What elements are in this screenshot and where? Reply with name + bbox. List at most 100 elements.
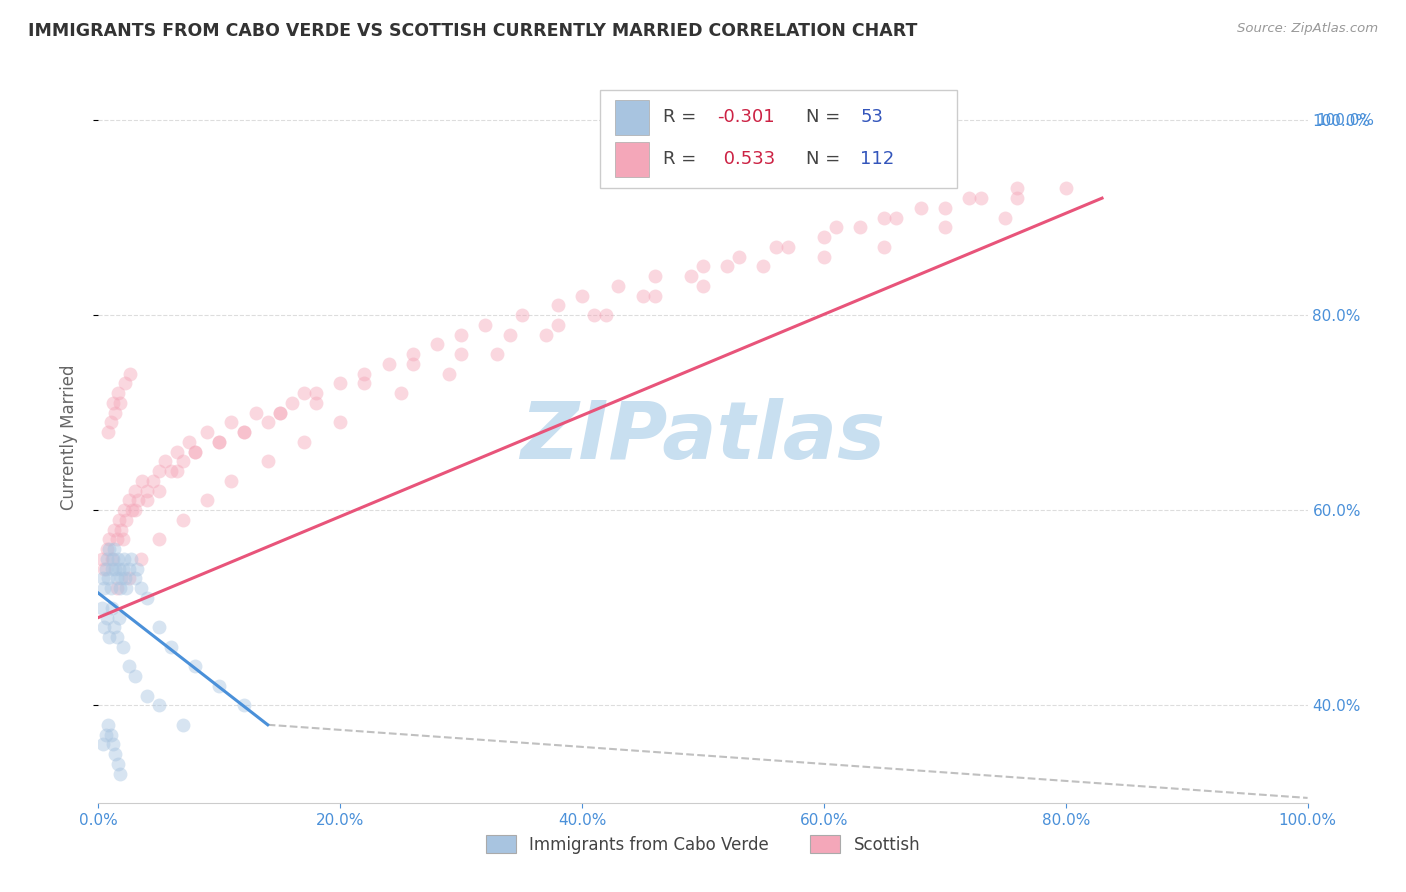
Point [97, 425, 120, 440]
Point [245, 406, 267, 420]
Point [142, 474, 165, 488]
Point [91, 552, 114, 566]
Point [108, 562, 131, 576]
Point [534, 327, 557, 342]
Point [886, 211, 908, 225]
Point [166, 444, 188, 458]
Point [208, 679, 231, 693]
Point [105, 533, 128, 547]
Point [108, 766, 131, 780]
Point [607, 279, 630, 293]
Point [101, 552, 124, 566]
Point [377, 357, 399, 371]
Point [970, 191, 993, 205]
Point [269, 406, 291, 420]
Point [105, 581, 128, 595]
Point [486, 347, 509, 361]
Point [728, 250, 751, 264]
Point [195, 493, 218, 508]
Point [232, 425, 254, 440]
Point [98, 533, 121, 547]
Point [93, 562, 115, 576]
Point [160, 464, 183, 478]
Text: ZIPatlas: ZIPatlas [520, 398, 886, 476]
Point [583, 308, 606, 322]
Point [160, 640, 183, 654]
Point [256, 416, 278, 430]
Point [402, 357, 425, 371]
Point [108, 610, 131, 624]
Point [129, 552, 152, 566]
Text: 53: 53 [860, 109, 883, 127]
Point [571, 288, 593, 302]
Point [208, 434, 231, 449]
Point [716, 260, 738, 274]
Point [107, 386, 129, 401]
Point [96, 610, 118, 624]
Bar [614, 100, 648, 135]
Point [100, 552, 122, 566]
Point [105, 572, 128, 586]
Point [873, 211, 896, 225]
Point [148, 620, 170, 634]
Point [96, 542, 118, 557]
Point [849, 220, 872, 235]
Point [256, 454, 278, 468]
Point [934, 201, 956, 215]
Point [111, 533, 134, 547]
Point [873, 240, 896, 254]
Point [135, 591, 157, 605]
Point [103, 542, 125, 557]
Point [329, 416, 352, 430]
Point [107, 756, 129, 771]
Point [131, 474, 153, 488]
Point [124, 503, 146, 517]
Point [100, 562, 122, 576]
Point [474, 318, 496, 332]
Point [105, 630, 128, 644]
Point [112, 552, 135, 566]
Point [97, 718, 120, 732]
Point [124, 669, 146, 683]
Point [110, 572, 132, 586]
Point [94, 562, 117, 576]
Point [100, 600, 122, 615]
Point [631, 288, 654, 302]
Text: 112: 112 [860, 150, 894, 168]
Point [329, 376, 352, 391]
Text: N =: N = [806, 109, 846, 127]
Point [111, 562, 134, 576]
Point [121, 503, 143, 517]
Point [96, 552, 118, 566]
Point [172, 718, 194, 732]
Text: -0.301: -0.301 [717, 109, 775, 127]
Point [1007, 181, 1029, 195]
Point [292, 434, 315, 449]
Point [813, 250, 835, 264]
Point [776, 240, 799, 254]
Y-axis label: Currently Married: Currently Married [59, 364, 77, 510]
Point [498, 327, 520, 342]
Point [166, 464, 188, 478]
Point [450, 347, 472, 361]
Point [91, 737, 114, 751]
Point [118, 562, 141, 576]
Point [93, 620, 115, 634]
Point [148, 533, 170, 547]
Point [148, 464, 170, 478]
Point [679, 269, 702, 284]
Point [692, 260, 714, 274]
Bar [614, 142, 648, 177]
Point [221, 416, 243, 430]
Point [110, 523, 132, 537]
Point [437, 367, 460, 381]
Point [118, 493, 141, 508]
Point [108, 396, 131, 410]
Point [127, 493, 149, 508]
Point [153, 454, 176, 468]
Point [172, 513, 194, 527]
Point [221, 474, 243, 488]
Point [118, 572, 141, 586]
Point [402, 347, 425, 361]
Point [692, 279, 714, 293]
